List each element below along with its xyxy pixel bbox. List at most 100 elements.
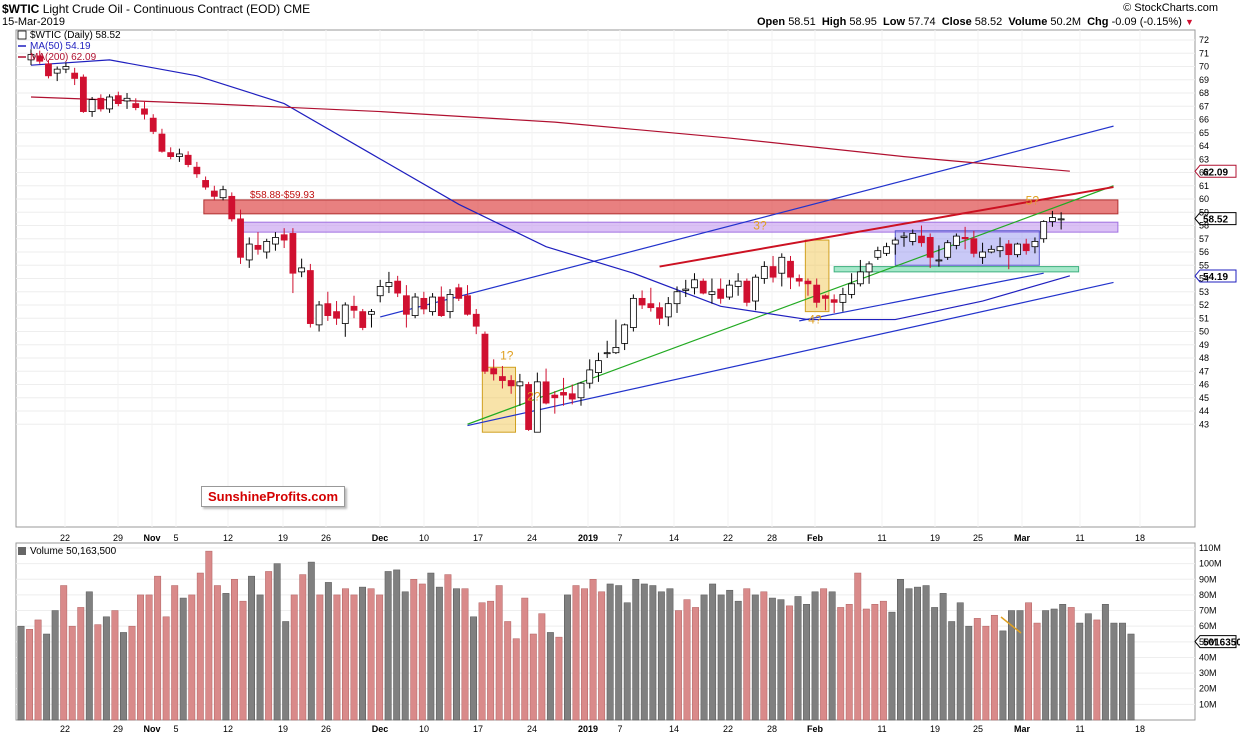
- wave-label: 5?: [1026, 193, 1040, 207]
- close-value: 58.52: [974, 16, 1003, 28]
- open-value: 58.51: [788, 16, 816, 28]
- x-tick-label: 24: [527, 533, 537, 543]
- price-tick-label: 64: [1199, 141, 1209, 151]
- price-tick-label: 51: [1199, 313, 1209, 323]
- volume-bar: [282, 621, 290, 721]
- price-tick-label: 67: [1199, 101, 1209, 111]
- price-tick-label: 72: [1199, 35, 1209, 45]
- trendline-green: [467, 185, 1114, 425]
- volume-bar: [410, 579, 418, 721]
- candle-body: [97, 97, 105, 110]
- volume-bar: [794, 596, 802, 721]
- legend-ma50: MA(50) 54.19: [30, 41, 91, 52]
- candle-body: [682, 288, 690, 291]
- volume-bar: [68, 625, 76, 721]
- close-tag-text: 58.52: [1203, 215, 1228, 226]
- candle-body: [673, 291, 681, 305]
- volume-bar: [256, 594, 264, 721]
- price-tick-label: 62: [1199, 168, 1209, 178]
- volume-bar: [17, 625, 25, 721]
- volume-bar: [786, 605, 793, 721]
- volume-bar: [128, 625, 136, 721]
- price-tick-label: 66: [1199, 115, 1209, 125]
- volume-bar: [555, 636, 563, 721]
- volume-bar: [495, 585, 503, 721]
- trendline-lower-blue: [467, 281, 1114, 427]
- volume-bar: [623, 602, 631, 721]
- candle-body: [909, 233, 917, 242]
- volume-bar: [1110, 622, 1118, 721]
- volume-bar: [265, 571, 273, 721]
- volume-bar: [598, 591, 606, 721]
- candle-body: [900, 235, 908, 238]
- volume-bar: [931, 607, 939, 721]
- volume-bar: [914, 586, 921, 721]
- candle-body: [822, 295, 829, 299]
- candle-body: [918, 235, 925, 244]
- candle-body: [743, 280, 751, 303]
- volume-bar: [982, 625, 990, 721]
- candle-body: [787, 260, 794, 278]
- symbol: $WTIC: [2, 2, 40, 16]
- candle-body: [289, 233, 297, 274]
- candle-body: [350, 305, 358, 311]
- candle-body: [944, 242, 952, 258]
- candle-body: [1049, 217, 1056, 222]
- candle-body: [193, 166, 201, 175]
- price-tick-label: 58: [1199, 221, 1209, 231]
- x-tick-label: 10: [419, 533, 429, 543]
- zone-resistance-red: [203, 199, 1119, 215]
- low-label: Low: [883, 16, 906, 28]
- volume-bar: [1033, 622, 1041, 721]
- candle-body: [778, 256, 786, 274]
- price-tick-label: 70: [1199, 62, 1209, 72]
- volume-bar: [435, 586, 443, 721]
- chart-title-row: $WTIC Light Crude Oil - Continuous Contr…: [2, 2, 310, 16]
- volume-bar: [324, 582, 332, 721]
- candle-body: [970, 238, 978, 254]
- candle-body: [516, 381, 524, 387]
- volume-bar: [34, 619, 42, 721]
- candle-body: [490, 368, 498, 375]
- chg-label: Chg: [1087, 16, 1109, 28]
- candle-body: [752, 276, 759, 302]
- volume-tick-label: 90M: [1199, 574, 1217, 584]
- volume-bar: [1042, 610, 1050, 721]
- volume-bar: [77, 607, 85, 721]
- volume-bar: [1008, 610, 1015, 721]
- volume-bar: [521, 597, 529, 721]
- x-tick-label-volume: 5: [173, 724, 178, 734]
- x-tick-label-volume: 19: [278, 724, 288, 734]
- volume-bar: [683, 599, 691, 721]
- candle-body: [708, 291, 716, 295]
- candle-body: [664, 303, 672, 318]
- x-tick-label-volume: 19: [930, 724, 940, 734]
- x-tick-label: 22: [60, 533, 70, 543]
- volume-bar: [939, 593, 947, 721]
- x-tick-label-volume: 22: [723, 724, 733, 734]
- wave-label: 3?: [753, 218, 767, 232]
- zone-green: [833, 266, 1080, 273]
- x-tick-label: 11: [1075, 533, 1084, 543]
- candle-body: [1005, 243, 1013, 256]
- candle-body: [883, 246, 890, 254]
- candle-body: [437, 296, 445, 316]
- volume-bar: [777, 599, 785, 721]
- volume-tick-label: 100M: [1199, 559, 1222, 569]
- volume-bar: [888, 611, 896, 721]
- volume-bar: [307, 561, 315, 721]
- volume-bar: [26, 629, 33, 721]
- candle-body: [1022, 243, 1030, 252]
- candle-body: [27, 54, 35, 61]
- volume-bar: [393, 569, 401, 721]
- volume-bar: [675, 610, 682, 721]
- x-tick-label: 29: [113, 533, 123, 543]
- volume-bar: [760, 591, 768, 721]
- price-tick-label: 68: [1199, 88, 1209, 98]
- x-tick-label-volume: Mar: [1014, 724, 1031, 734]
- volume-bar: [111, 610, 119, 721]
- volume-bar: [589, 579, 597, 721]
- chart-date: 15-Mar-2019: [2, 16, 65, 28]
- x-tick-label-volume: Feb: [807, 724, 824, 734]
